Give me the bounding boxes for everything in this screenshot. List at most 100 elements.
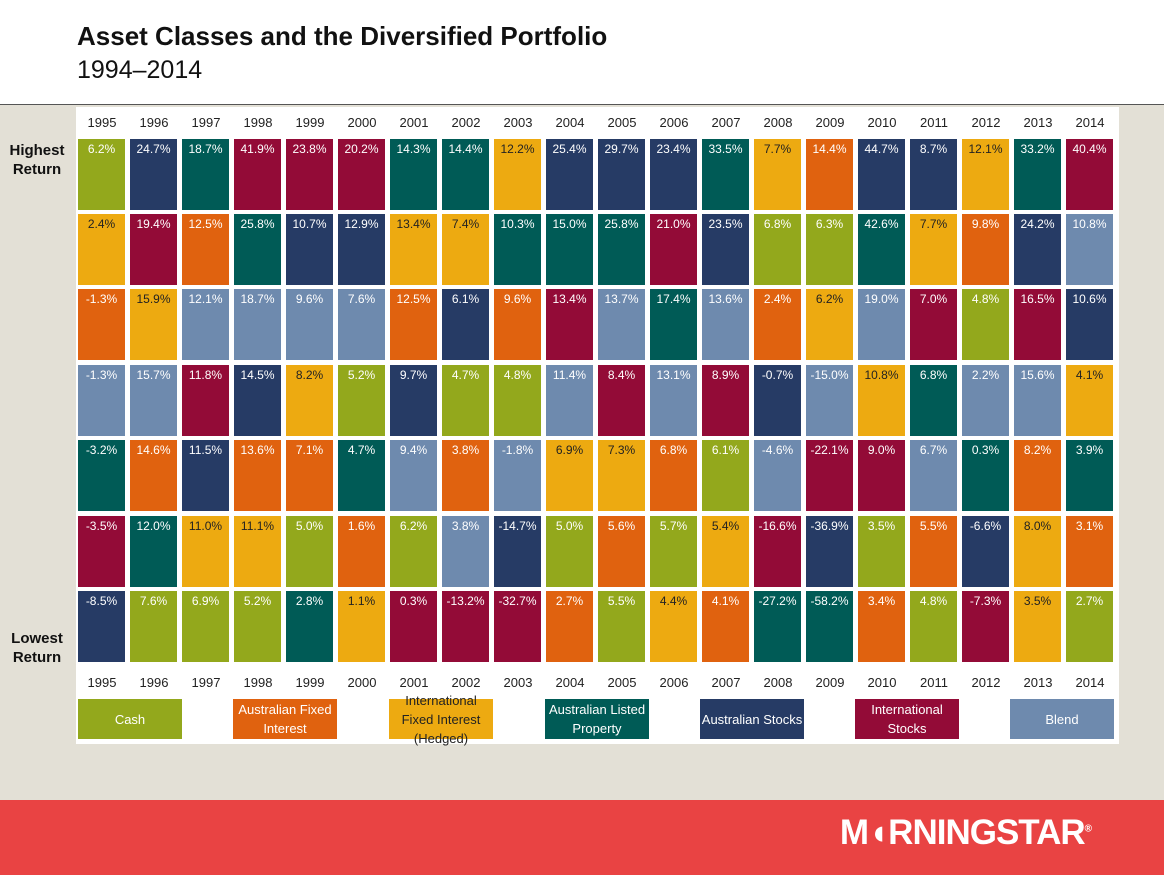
- return-cell: -27.2%: [754, 591, 801, 662]
- return-cell: 7.1%: [286, 440, 333, 511]
- return-cell: 7.7%: [754, 139, 801, 210]
- return-cell: 7.3%: [598, 440, 645, 511]
- footer-bar: [0, 800, 1164, 875]
- return-cell: 13.6%: [702, 289, 749, 360]
- year-label-bottom: 2012: [971, 675, 1001, 690]
- header-divider: [0, 104, 1164, 105]
- registered-mark: ®: [1084, 823, 1092, 835]
- return-cell: 5.5%: [910, 516, 957, 587]
- return-cell: 6.8%: [650, 440, 697, 511]
- return-cell: 6.8%: [910, 365, 957, 436]
- return-cell: 13.7%: [598, 289, 645, 360]
- lowest-return-label: Lowest Return: [11, 630, 63, 666]
- return-cell: 33.2%: [1014, 139, 1061, 210]
- return-cell: 11.8%: [182, 365, 229, 436]
- return-cell: 44.7%: [858, 139, 905, 210]
- year-label-top: 2014: [1075, 115, 1105, 130]
- year-label-bottom: 2004: [555, 675, 585, 690]
- return-cell: 10.6%: [1066, 289, 1113, 360]
- return-cell: 3.8%: [442, 516, 489, 587]
- return-cell: 2.8%: [286, 591, 333, 662]
- return-cell: 3.1%: [1066, 516, 1113, 587]
- return-cell: -32.7%: [494, 591, 541, 662]
- return-cell: -36.9%: [806, 516, 853, 587]
- return-cell: 13.4%: [390, 214, 437, 285]
- year-label-top: 2009: [815, 115, 845, 130]
- year-label-bottom: 1995: [87, 675, 117, 690]
- year-label-bottom: 2014: [1075, 675, 1105, 690]
- year-label-bottom: 1997: [191, 675, 221, 690]
- logo-text: M◖RNINGSTAR: [839, 813, 1086, 852]
- year-label-top: 2002: [451, 115, 481, 130]
- return-cell: 1.1%: [338, 591, 385, 662]
- return-cell: 19.0%: [858, 289, 905, 360]
- return-cell: 6.9%: [546, 440, 593, 511]
- legend-item: International Stocks: [855, 699, 959, 739]
- year-label-bottom: 2002: [451, 675, 481, 690]
- return-cell: 7.6%: [338, 289, 385, 360]
- chart-title: Asset Classes and the Diversified Portfo…: [77, 21, 608, 51]
- return-cell: -1.8%: [494, 440, 541, 511]
- return-cell: -0.7%: [754, 365, 801, 436]
- year-label-bottom: 2003: [503, 675, 533, 690]
- return-cell: 9.7%: [390, 365, 437, 436]
- return-cell: 7.7%: [910, 214, 957, 285]
- return-cell: 4.8%: [962, 289, 1009, 360]
- return-cell: 4.7%: [338, 440, 385, 511]
- year-label-top: 2000: [347, 115, 377, 130]
- return-cell: -6.6%: [962, 516, 1009, 587]
- return-cell: 6.2%: [390, 516, 437, 587]
- return-cell: 10.8%: [1066, 214, 1113, 285]
- return-cell: 12.0%: [130, 516, 177, 587]
- return-cell: 12.5%: [182, 214, 229, 285]
- return-cell: 23.8%: [286, 139, 333, 210]
- return-cell: 5.0%: [546, 516, 593, 587]
- return-cell: 5.2%: [338, 365, 385, 436]
- year-label-top: 2010: [867, 115, 897, 130]
- return-cell: -16.6%: [754, 516, 801, 587]
- year-label-top: 2011: [920, 115, 948, 130]
- year-label-bottom: 2013: [1023, 675, 1053, 690]
- return-cell: 17.4%: [650, 289, 697, 360]
- morningstar-logo: M◖RNINGSTAR®: [839, 813, 1092, 853]
- return-cell: 13.4%: [546, 289, 593, 360]
- return-cell: 24.2%: [1014, 214, 1061, 285]
- return-cell: 12.5%: [390, 289, 437, 360]
- return-cell: 6.1%: [702, 440, 749, 511]
- return-cell: 11.0%: [182, 516, 229, 587]
- return-cell: 15.6%: [1014, 365, 1061, 436]
- legend-item: Australian Listed Property: [545, 699, 649, 739]
- return-cell: 21.0%: [650, 214, 697, 285]
- year-label-bottom: 1999: [295, 675, 325, 690]
- year-label-bottom: 1998: [243, 675, 273, 690]
- return-cell: 24.7%: [130, 139, 177, 210]
- return-cell: 7.6%: [130, 591, 177, 662]
- return-cell: 25.4%: [546, 139, 593, 210]
- return-cell: 9.8%: [962, 214, 1009, 285]
- return-cell: 4.7%: [442, 365, 489, 436]
- legend-item: Australian Fixed Interest: [233, 699, 337, 739]
- return-cell: 2.4%: [78, 214, 125, 285]
- return-cell: 15.7%: [130, 365, 177, 436]
- year-label-bottom: 2000: [347, 675, 377, 690]
- return-cell: 19.4%: [130, 214, 177, 285]
- return-cell: 18.7%: [182, 139, 229, 210]
- return-cell: -14.7%: [494, 516, 541, 587]
- return-cell: 0.3%: [962, 440, 1009, 511]
- year-label-bottom: 2001: [399, 675, 429, 690]
- year-label-bottom: 2007: [711, 675, 741, 690]
- year-label-top: 2013: [1023, 115, 1053, 130]
- return-cell: 12.2%: [494, 139, 541, 210]
- chart-subtitle: 1994–2014: [77, 56, 203, 84]
- return-cell: 8.0%: [1014, 516, 1061, 587]
- return-cell: 3.4%: [858, 591, 905, 662]
- year-label-top: 2005: [607, 115, 637, 130]
- highest-return-label: Highest Return: [9, 142, 65, 178]
- return-cell: 13.6%: [234, 440, 281, 511]
- return-cell: 12.9%: [338, 214, 385, 285]
- return-cell: 4.8%: [494, 365, 541, 436]
- return-cell: 4.1%: [1066, 365, 1113, 436]
- year-label-top: 2007: [711, 115, 741, 130]
- return-cell: 29.7%: [598, 139, 645, 210]
- return-cell: 4.4%: [650, 591, 697, 662]
